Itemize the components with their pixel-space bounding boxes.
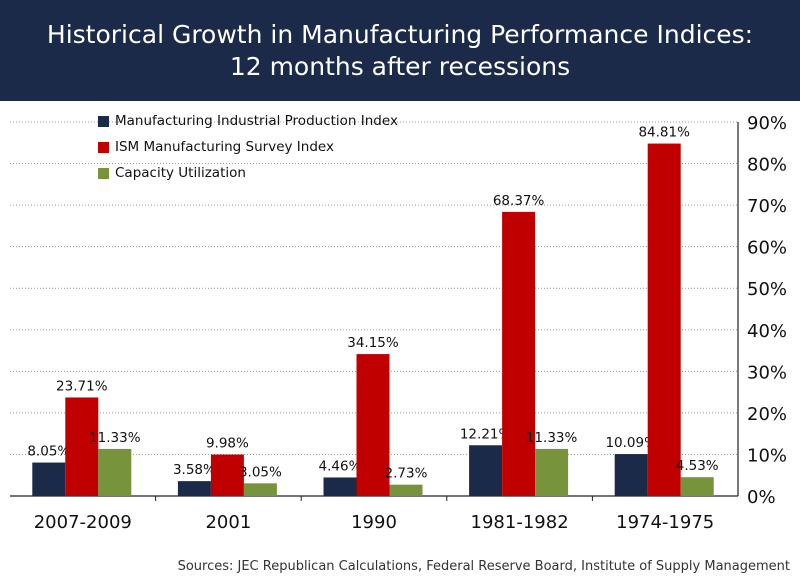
bar xyxy=(535,448,569,496)
y-tick-label: 0% xyxy=(747,487,776,508)
x-tick-label: 2007-2009 xyxy=(34,512,132,533)
x-tick-label: 1974-1975 xyxy=(616,512,714,533)
data-label: 3.05% xyxy=(239,464,282,480)
bar xyxy=(647,143,681,497)
y-tick-label: 90% xyxy=(747,113,787,134)
y-tick-label: 10% xyxy=(747,445,787,466)
chart-title-line-1: Historical Growth in Manufacturing Perfo… xyxy=(46,20,754,49)
data-label: 68.37% xyxy=(493,193,545,209)
legend-label: Manufacturing Industrial Production Inde… xyxy=(115,113,398,129)
bar xyxy=(680,477,714,496)
bar xyxy=(210,454,244,496)
y-tick-label: 60% xyxy=(747,238,787,259)
legend-swatch xyxy=(98,115,109,127)
y-tick-label: 40% xyxy=(747,321,787,342)
data-label: 10.09% xyxy=(605,435,657,451)
data-label: 2.73% xyxy=(385,466,428,482)
y-tick-label: 50% xyxy=(747,279,787,300)
chart-legend: Manufacturing Industrial Production Inde… xyxy=(98,108,398,186)
bar xyxy=(177,481,211,496)
data-label: 34.15% xyxy=(347,335,399,351)
legend-label: ISM Manufacturing Survey Index xyxy=(115,139,334,155)
title-divider xyxy=(0,97,800,101)
data-label: 12.21% xyxy=(460,426,512,442)
bar xyxy=(65,397,99,496)
data-label: 9.98% xyxy=(206,436,249,452)
bar xyxy=(98,448,132,496)
bar xyxy=(469,445,503,496)
legend-swatch xyxy=(98,141,109,153)
data-label: 4.46% xyxy=(319,458,362,474)
bar xyxy=(502,211,536,496)
x-tick-label: 1981-1982 xyxy=(471,512,569,533)
bar xyxy=(323,477,357,496)
y-tick-label: 30% xyxy=(747,362,787,383)
x-tick-label: 1990 xyxy=(351,512,397,533)
data-label: 23.71% xyxy=(56,378,108,394)
title-banner: Historical Growth in Manufacturing Perfo… xyxy=(0,0,800,97)
chart-title-line-2: 12 months after recessions xyxy=(229,52,571,81)
data-label: 4.53% xyxy=(676,458,719,474)
bar xyxy=(243,483,277,496)
bar xyxy=(356,354,390,496)
bar xyxy=(32,462,66,496)
data-label: 11.33% xyxy=(89,430,141,446)
x-tick-label: 2001 xyxy=(205,512,251,533)
bar-chart: 0% 10% 20% 30% 40% 50% 60% 70% 80% 90% 8.05% 23.71%… xyxy=(10,113,787,533)
y-tick-label: 80% xyxy=(747,155,787,176)
legend-item: Manufacturing Industrial Production Inde… xyxy=(98,108,398,134)
bar xyxy=(614,454,648,496)
data-label: 11.33% xyxy=(526,430,578,446)
y-tick-label: 70% xyxy=(747,196,787,217)
data-label: 8.05% xyxy=(27,444,70,460)
legend-swatch xyxy=(98,167,109,179)
bar xyxy=(389,484,423,496)
source-note: Sources: JEC Republican Calculations, Fe… xyxy=(177,559,790,574)
legend-label: Capacity Utilization xyxy=(115,165,246,181)
y-tick-label: 20% xyxy=(747,404,787,425)
legend-item: ISM Manufacturing Survey Index xyxy=(98,134,398,160)
data-label: 3.58% xyxy=(173,462,216,478)
legend-item: Capacity Utilization xyxy=(98,160,398,186)
data-label: 84.81% xyxy=(638,125,690,141)
